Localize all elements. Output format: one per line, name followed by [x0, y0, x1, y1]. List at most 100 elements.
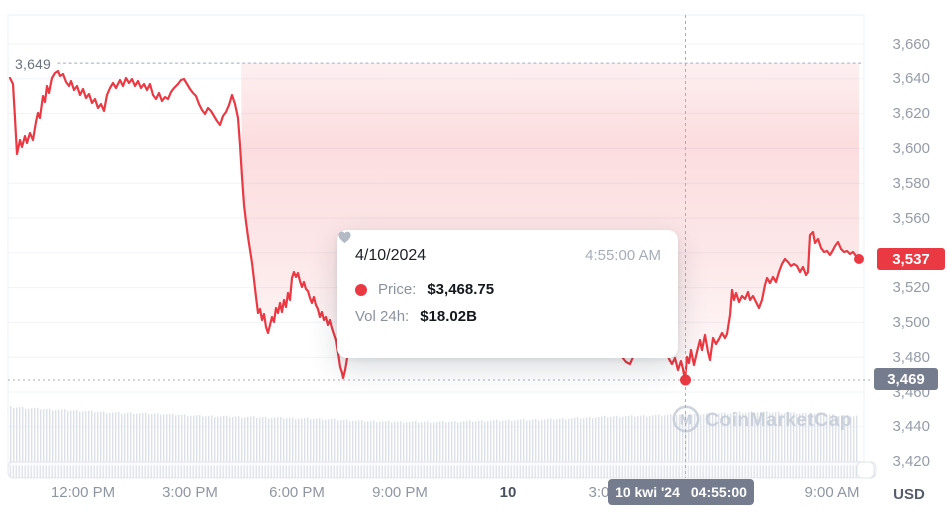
volume-bar — [613, 416, 615, 476]
volume-bar — [649, 416, 651, 476]
crosshair-point-dot — [680, 374, 691, 386]
volume-bar — [646, 416, 648, 476]
volume-bar — [703, 414, 705, 476]
price-dot-icon — [355, 283, 367, 296]
volume-bar — [34, 408, 36, 476]
volume-bar — [67, 410, 69, 476]
volume-bar — [328, 419, 330, 476]
volume-bar — [82, 411, 84, 476]
volume-bar — [478, 420, 480, 476]
volume-bar — [148, 414, 150, 476]
last-price-dot — [854, 254, 864, 264]
tooltip-time: 4:55:00 AM — [585, 247, 661, 264]
volume-bar — [190, 415, 192, 476]
volume-bar — [760, 411, 762, 476]
volume-bar — [784, 413, 786, 476]
volume-bar — [253, 416, 255, 476]
volume-bar — [136, 413, 138, 476]
volume-bar — [160, 414, 162, 476]
x-axis-label: 9:00 AM — [804, 484, 860, 501]
volume-bar — [442, 420, 444, 476]
volume-bar — [709, 413, 711, 476]
volume-bar — [712, 412, 714, 476]
volume-bar — [670, 414, 672, 476]
volume-bar — [271, 418, 273, 476]
volume-bar — [16, 407, 18, 476]
volume-bar — [772, 412, 774, 476]
volume-bar — [361, 420, 363, 476]
volume-bar — [241, 417, 243, 476]
volume-bar — [544, 419, 546, 476]
volume-bar — [769, 412, 771, 476]
volume-bar — [556, 419, 558, 476]
volume-bar — [106, 413, 108, 476]
volume-bar — [832, 414, 834, 476]
volume-bar — [199, 414, 201, 476]
scrollbar-track[interactable] — [7, 461, 877, 479]
volume-heart-icon — [338, 231, 351, 244]
volume-bar — [40, 409, 42, 476]
volume-bar — [844, 415, 846, 476]
volume-bar — [586, 417, 588, 476]
volume-bar — [256, 417, 258, 476]
volume-bar — [88, 410, 90, 476]
volume-bar — [349, 421, 351, 476]
volume-bar — [358, 420, 360, 476]
volume-bar — [715, 414, 717, 476]
volume-bar — [847, 415, 849, 476]
volume-bar — [658, 414, 660, 476]
y-axis-label: 3,580 — [892, 174, 930, 192]
volume-bar — [181, 414, 183, 476]
volume-bar — [403, 422, 405, 476]
volume-bar — [421, 422, 423, 476]
volume-bar — [508, 419, 510, 476]
volume-bar — [154, 413, 156, 476]
volume-bar — [547, 418, 549, 476]
volume-bar — [133, 414, 135, 476]
volume-bar — [571, 418, 573, 476]
open-price-label: 3,649 — [15, 56, 52, 72]
y-axis-label: 3,440 — [892, 418, 930, 436]
volume-bar — [427, 421, 429, 476]
volume-bar — [385, 421, 387, 476]
crosshair-price-badge: 3,469 — [874, 368, 938, 390]
volume-bar — [745, 412, 747, 476]
scrollbar-hatch[interactable] — [8, 462, 876, 478]
volume-bar — [367, 421, 369, 476]
volume-bar — [364, 421, 366, 476]
tooltip-price-label: Price: — [378, 281, 417, 298]
volume-bar — [838, 415, 840, 476]
volume-bar — [343, 419, 345, 476]
volume-bar — [676, 415, 678, 476]
volume-bar — [637, 416, 639, 476]
volume-bar — [433, 422, 435, 476]
volume-bar — [388, 420, 390, 476]
volume-bar — [184, 414, 186, 476]
volume-bar — [466, 420, 468, 476]
volume-bar — [163, 414, 165, 476]
volume-bar — [634, 416, 636, 476]
volume-bar — [307, 417, 309, 476]
volume-bar — [370, 420, 372, 476]
volume-bar — [58, 409, 60, 476]
volume-bar — [418, 422, 420, 476]
volume-bar — [115, 412, 117, 476]
volume-bar — [451, 421, 453, 476]
volume-bar — [277, 417, 279, 476]
volume-bar — [463, 421, 465, 476]
volume-bar — [91, 410, 93, 476]
volume-bar — [502, 420, 504, 476]
x-axis-label: 10 — [499, 484, 517, 501]
volume-bar — [13, 407, 15, 476]
volume-bar — [661, 415, 663, 476]
volume-bar — [598, 416, 600, 476]
volume-bar — [829, 414, 831, 476]
volume-bar — [193, 415, 195, 476]
scrollbar-handle[interactable] — [856, 461, 875, 479]
volume-bar — [550, 418, 552, 476]
volume-bar — [808, 414, 810, 476]
volume-bar — [697, 413, 699, 476]
volume-bar — [70, 410, 72, 476]
volume-bar — [583, 417, 585, 476]
volume-bar — [55, 410, 57, 476]
